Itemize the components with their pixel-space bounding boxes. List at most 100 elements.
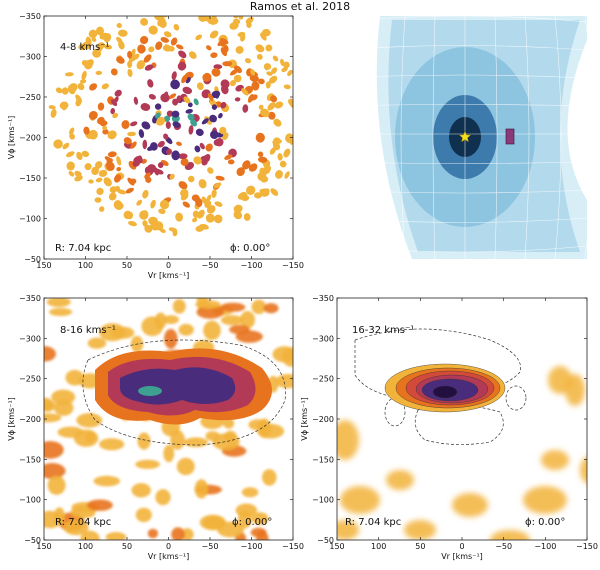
- density-blob: [65, 369, 84, 386]
- density-blob: [50, 108, 57, 118]
- density-blob: [227, 159, 235, 165]
- panel-top-left-radius: R: 7.04 kpc: [55, 243, 111, 254]
- density-blob: [92, 48, 102, 58]
- x-tick-label: 50: [122, 261, 132, 270]
- density-blob: [181, 74, 188, 84]
- density-blob: [176, 457, 195, 476]
- density-blob: [275, 374, 293, 389]
- density-blob: [241, 88, 249, 96]
- density-blob: [95, 70, 103, 76]
- density-blob: [215, 175, 225, 181]
- density-blob: [296, 126, 309, 139]
- density-blob: [210, 52, 218, 59]
- density-blob: [103, 177, 112, 187]
- density-blob: [44, 346, 56, 362]
- density-blob: [170, 79, 180, 90]
- density-blob: [178, 323, 194, 336]
- density-blob: [137, 44, 146, 54]
- density-blob: [220, 302, 246, 312]
- density-blob: [162, 315, 179, 325]
- density-blob: [107, 151, 117, 158]
- density-blob: [263, 303, 279, 314]
- density-blob: [195, 300, 221, 309]
- density-blob: [271, 67, 278, 74]
- density-blob: [199, 223, 209, 230]
- density-blob: [205, 143, 213, 152]
- density-blob: [132, 159, 141, 167]
- density-blob: [541, 450, 569, 470]
- y-tick-label: −250: [19, 375, 41, 384]
- x-tick-label: −100: [241, 542, 263, 551]
- density-blob: [61, 87, 69, 95]
- density-blob: [234, 97, 241, 102]
- y-tick-label: −200: [312, 415, 334, 424]
- density-blob: [95, 177, 103, 183]
- density-blob: [63, 519, 89, 536]
- density-blob: [104, 156, 112, 162]
- density-blob: [256, 54, 263, 60]
- density-blob: [178, 50, 187, 59]
- density-blob: [150, 0, 160, 10]
- density-blob: [136, 60, 146, 70]
- x-tick-label: 50: [415, 542, 425, 551]
- density-blob: [53, 507, 65, 526]
- density-blob: [155, 221, 164, 231]
- density-blob: [244, 58, 252, 64]
- density-blob: [198, 179, 207, 189]
- density-blob: [44, 441, 64, 459]
- density-blob: [137, 432, 151, 450]
- density-blob: [293, 135, 305, 147]
- density-blob: [283, 84, 291, 90]
- density-blob: [116, 156, 122, 166]
- density-blob: [258, 104, 264, 110]
- x-tick-label: 100: [371, 542, 386, 551]
- density-blob: [83, 126, 90, 135]
- density-blob: [111, 326, 135, 339]
- density-blob: [142, 189, 149, 199]
- density-blob: [233, 74, 242, 83]
- density-blob: [157, 18, 166, 27]
- density-blob: [250, 69, 256, 76]
- density-blob: [218, 112, 223, 119]
- y-tick-label: −300: [19, 334, 41, 343]
- density-blob: [249, 74, 259, 83]
- density-blob: [102, 129, 109, 135]
- density-blob: [580, 456, 587, 484]
- density-blob: [130, 48, 136, 57]
- density-blob: [163, 31, 172, 38]
- panel-bottom-left-label: 8-16 kms⁻¹: [60, 325, 116, 336]
- density-blob: [75, 98, 82, 107]
- density-blob: [154, 312, 167, 329]
- density-blob: [136, 199, 143, 206]
- density-blob: [89, 83, 98, 91]
- density-blob: [166, 148, 172, 155]
- density-blob: [194, 479, 209, 499]
- density-blob: [190, 119, 197, 127]
- x-tick-label: −50: [495, 542, 512, 551]
- density-blob: [48, 105, 56, 110]
- density-blob: [193, 156, 202, 165]
- density-blob: [176, 44, 184, 50]
- density-blob: [118, 29, 128, 37]
- density-blob: [168, 93, 177, 99]
- density-blob: [197, 209, 205, 219]
- density-blob: [259, 188, 269, 196]
- density-blob: [202, 72, 212, 82]
- density-blob: [257, 151, 264, 158]
- density-blob: [66, 151, 75, 158]
- density-blob: [214, 201, 223, 207]
- y-tick-label: −150: [19, 455, 41, 464]
- density-blob: [110, 108, 116, 115]
- sky-grid-line: [337, 16, 587, 23]
- density-blob: [237, 510, 252, 529]
- density-blob: [127, 177, 135, 186]
- density-blob: [182, 86, 193, 95]
- density-blob: [254, 192, 262, 199]
- x-tick-label: 150: [36, 542, 51, 551]
- density-blob: [155, 489, 171, 506]
- density-contour: [82, 339, 286, 446]
- y-tick-label: −350: [312, 294, 334, 303]
- density-blob: [386, 470, 414, 490]
- x-tick-label: 150: [329, 542, 344, 551]
- density-blob: [69, 127, 75, 135]
